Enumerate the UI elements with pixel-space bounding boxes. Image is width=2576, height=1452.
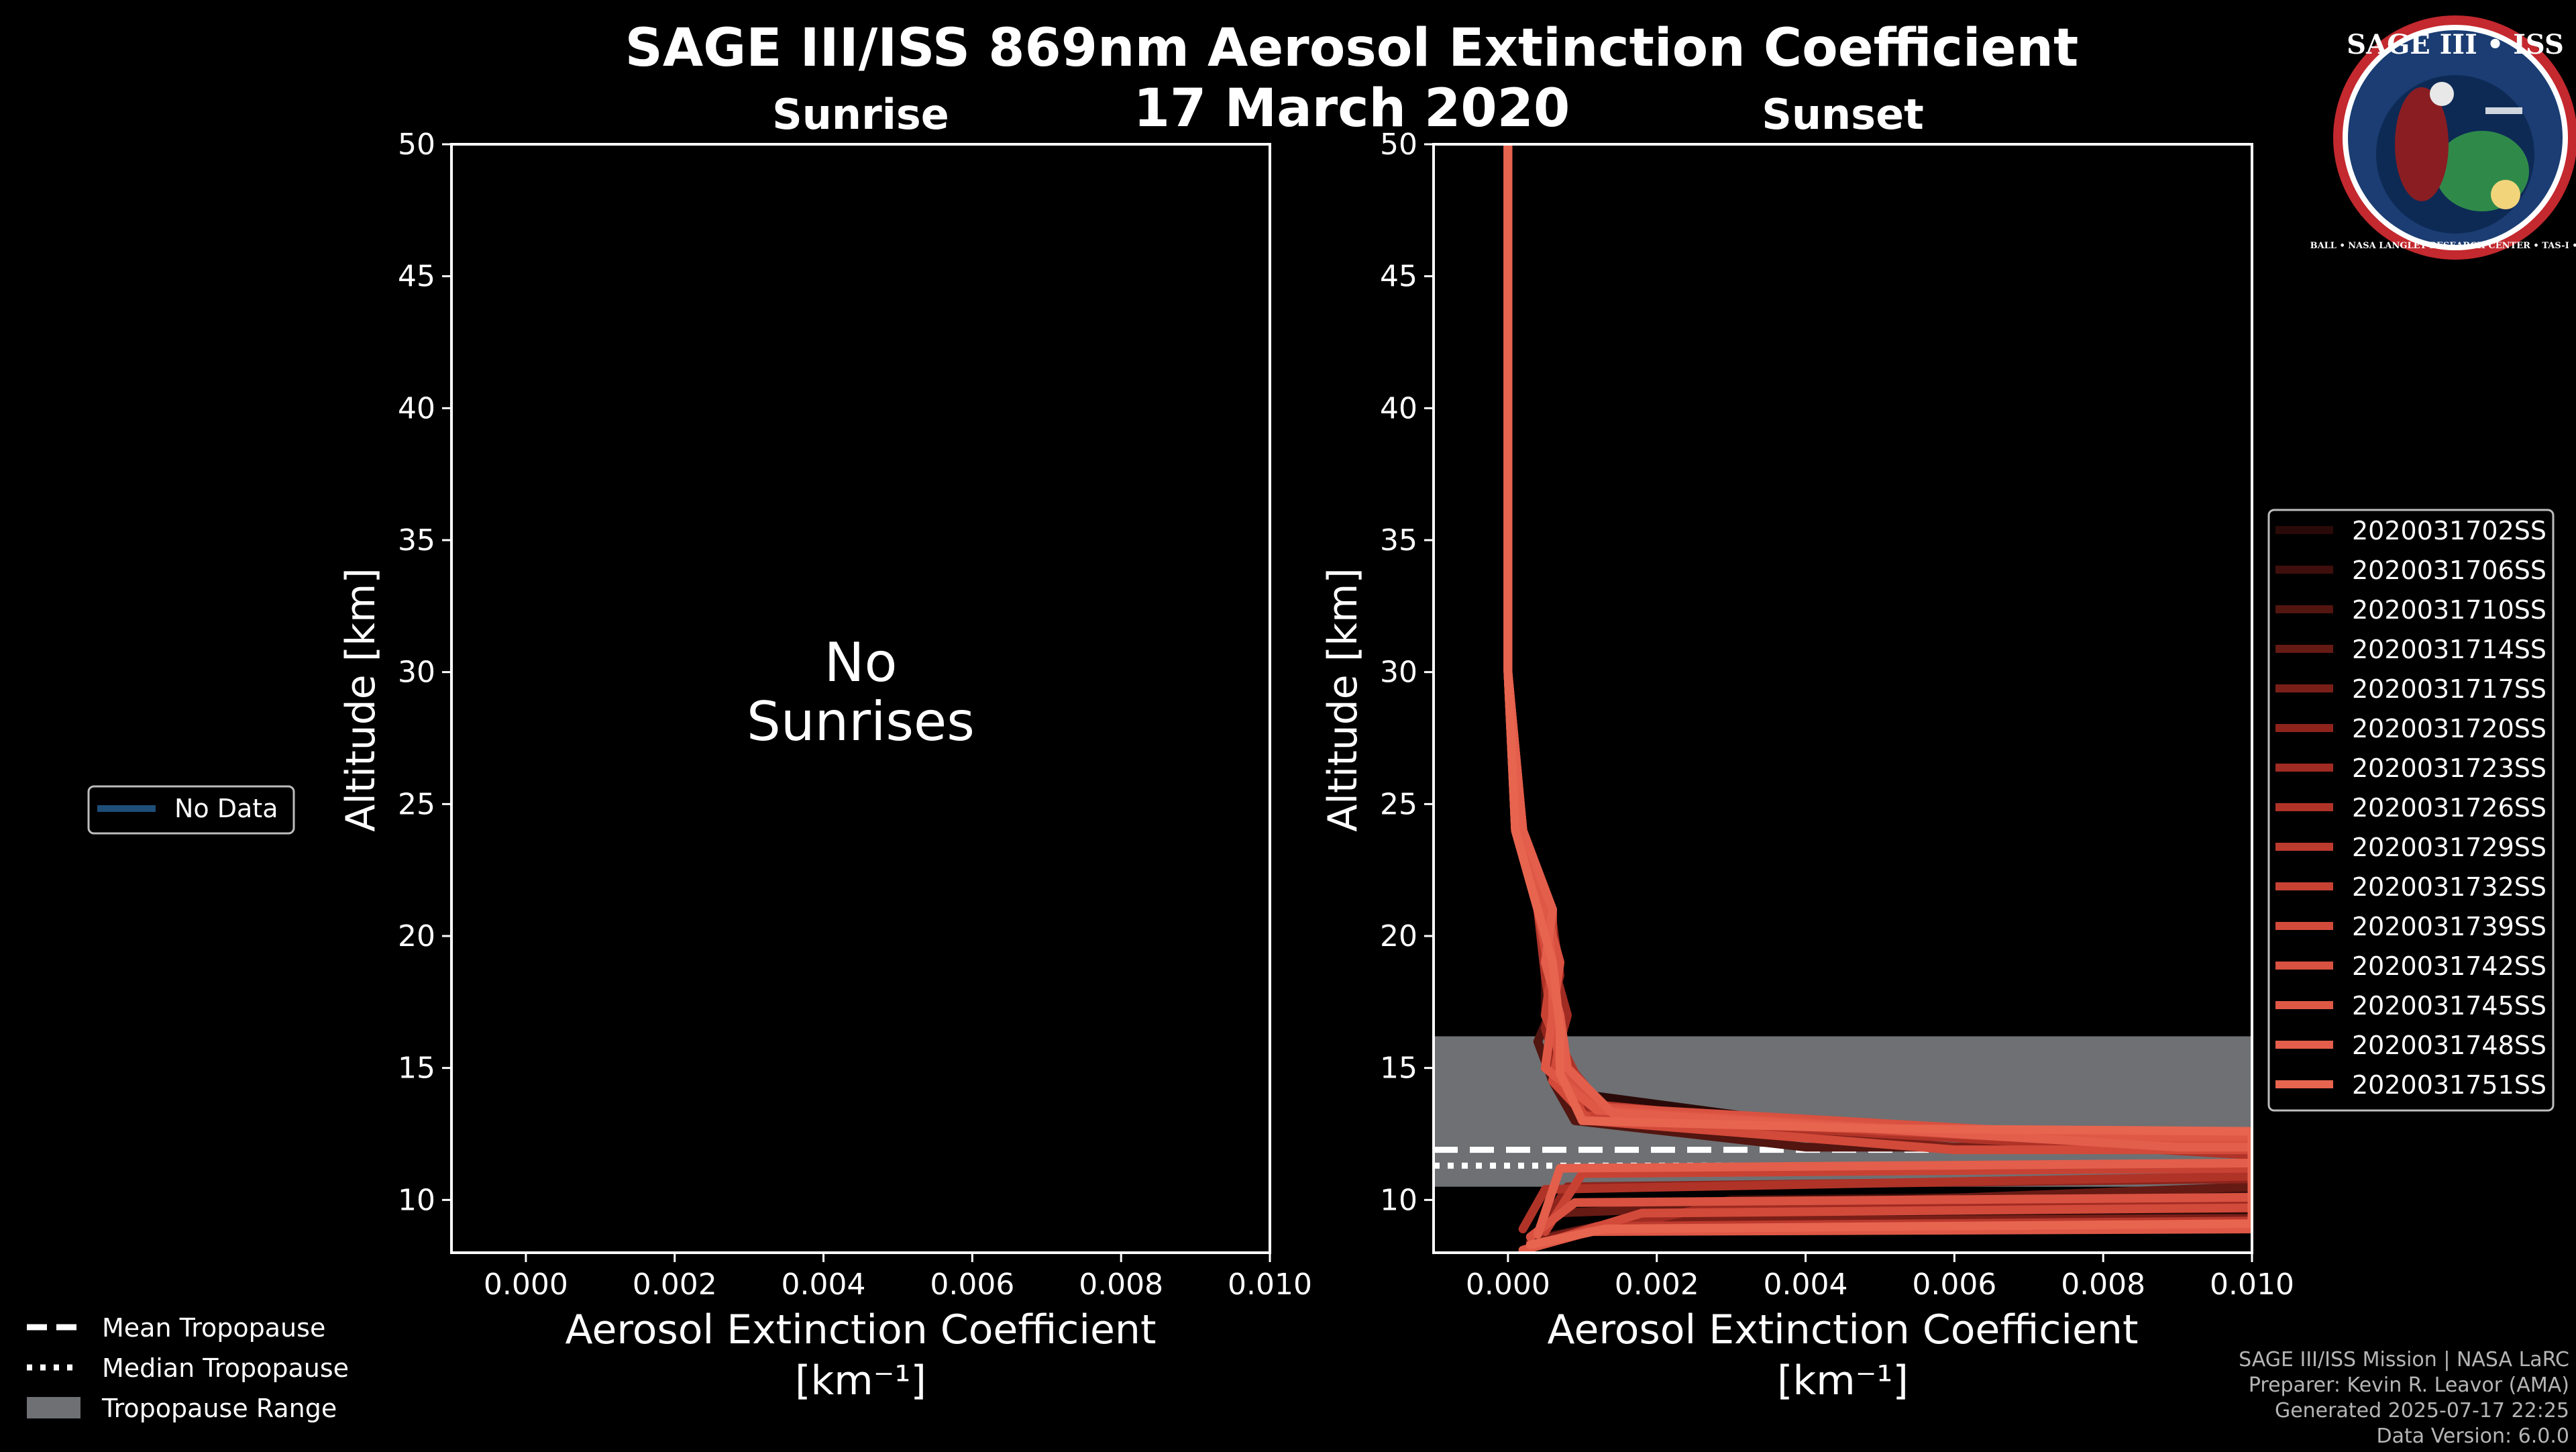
sunset-ytick-label: 30 bbox=[1380, 656, 1417, 690]
logo-ring-text: BALL • NASA LANGLEY RESEARCH CENTER • TA… bbox=[2310, 241, 2576, 251]
sunset-xtick-label: 0.008 bbox=[2061, 1267, 2145, 1302]
legend-label-2020031729SS: 2020031729SS bbox=[2352, 833, 2546, 862]
sunrise-xtick-label: 0.000 bbox=[484, 1267, 568, 1302]
no-data-label: No Data bbox=[174, 794, 278, 823]
profile-line-2020031751SS bbox=[1503, 144, 2252, 1249]
mean-tropopause-label: Mean Tropopause bbox=[102, 1313, 325, 1343]
sunset-profile-lines bbox=[1503, 144, 2252, 1253]
sunset-ytick-label: 10 bbox=[1380, 1183, 1417, 1217]
sunset-xtick-label: 0.000 bbox=[1466, 1267, 1550, 1302]
legend-label-2020031726SS: 2020031726SS bbox=[2352, 793, 2546, 823]
legend-label-2020031723SS: 2020031723SS bbox=[2352, 754, 2546, 783]
sunset-ytick-label: 35 bbox=[1380, 523, 1417, 558]
sunset-ytick-label: 20 bbox=[1380, 919, 1417, 953]
sunrise-ytick-label: 30 bbox=[398, 656, 435, 690]
sunrise-plot-frame bbox=[450, 143, 1271, 1254]
sunset-ytick-label: 45 bbox=[1380, 260, 1417, 294]
credit-generated: Generated 2025-07-17 22:25 bbox=[2275, 1399, 2569, 1422]
sunset-ytick-label: 40 bbox=[1380, 391, 1417, 425]
no-data-legend: No Data bbox=[87, 785, 295, 835]
logo-text: SAGE III • ISS bbox=[2347, 29, 2564, 60]
sunrise-annotation-line2: Sunrises bbox=[747, 690, 975, 753]
legend-label-2020031742SS: 2020031742SS bbox=[2352, 951, 2546, 981]
credit-mission: SAGE III/ISS Mission | NASA LaRC bbox=[2239, 1348, 2569, 1371]
sunset-ylabel: Altitude [km] bbox=[1320, 568, 1366, 832]
sunrise-ytick-label: 40 bbox=[398, 391, 435, 425]
sunrise-ylabel: Altitude [km] bbox=[337, 568, 384, 832]
sunrise-xlabel-unit: [km⁻¹] bbox=[795, 1357, 926, 1404]
sunrise-ytick-label: 20 bbox=[398, 919, 435, 953]
sunrise-ticks: 10 15 20 25 30 35 40 45 50 0.000 0.002 0.004 0.006 0.… bbox=[398, 127, 1312, 1302]
sunset-xlabel-unit: [km⁻¹] bbox=[1777, 1357, 1909, 1404]
sunrise-ytick-label: 15 bbox=[398, 1051, 435, 1086]
sunset-plot-frame bbox=[1432, 143, 2253, 1254]
sunrise-xtick-label: 0.008 bbox=[1079, 1267, 1163, 1302]
series-legend: 2020031702SS 2020031706SS 2020031710SS 2020… bbox=[2267, 509, 2555, 1112]
sunset-ticks: 10 15 20 25 30 35 40 45 50 0.000 0.002 0.004 0.006 0.… bbox=[1380, 127, 2294, 1302]
sage-logo: SAGE III • ISS BALL • NASA LANGLEY RESEA… bbox=[2310, 15, 2576, 260]
credit-version: Data Version: 6.0.0 bbox=[2377, 1424, 2569, 1448]
sunset-xtick-label: 0.010 bbox=[2210, 1267, 2294, 1302]
profile-line-2020031748SS bbox=[1503, 144, 2252, 1239]
sunset-ytick-label: 25 bbox=[1380, 787, 1417, 821]
credits: SAGE III/ISS Mission | NASA LaRC Prepare… bbox=[2239, 1348, 2569, 1448]
legend-label-2020031745SS: 2020031745SS bbox=[2352, 991, 2546, 1021]
sunrise-ytick-label: 50 bbox=[398, 127, 435, 162]
sunset-xtick-label: 0.002 bbox=[1615, 1267, 1699, 1302]
legend-label-2020031739SS: 2020031739SS bbox=[2352, 912, 2546, 941]
legend-label-2020031717SS: 2020031717SS bbox=[2352, 674, 2546, 704]
sunrise-ytick-label: 10 bbox=[398, 1183, 435, 1217]
tropopause-range-label: Tropopause Range bbox=[101, 1394, 337, 1423]
legend-label-2020031706SS: 2020031706SS bbox=[2352, 556, 2546, 585]
sunrise-xtick-label: 0.004 bbox=[782, 1267, 866, 1302]
sunrise-ytick-label: 25 bbox=[398, 787, 435, 821]
sunrise-ytick-label: 35 bbox=[398, 523, 435, 558]
sunrise-xlabel: Aerosol Extinction Coefficient bbox=[566, 1306, 1157, 1353]
tropopause-range-swatch bbox=[27, 1397, 80, 1418]
median-tropopause-label: Median Tropopause bbox=[102, 1353, 349, 1383]
legend-label-2020031710SS: 2020031710SS bbox=[2352, 595, 2546, 625]
sunrise-title: Sunrise bbox=[772, 90, 949, 139]
sunset-xtick-label: 0.004 bbox=[1764, 1267, 1848, 1302]
figure-date: 17 March 2020 bbox=[1134, 79, 1570, 139]
legend-label-2020031702SS: 2020031702SS bbox=[2352, 516, 2546, 546]
legend-label-2020031714SS: 2020031714SS bbox=[2352, 635, 2546, 664]
legend-label-2020031720SS: 2020031720SS bbox=[2352, 714, 2546, 743]
sunrise-xtick-label: 0.006 bbox=[930, 1267, 1014, 1302]
legend-label-2020031748SS: 2020031748SS bbox=[2352, 1031, 2546, 1060]
sunrise-ytick-label: 45 bbox=[398, 260, 435, 294]
sunset-title: Sunset bbox=[1762, 90, 1924, 139]
legend-label-2020031751SS: 2020031751SS bbox=[2352, 1070, 2546, 1100]
sunrise-annotation-line1: No bbox=[824, 631, 898, 694]
sunset-xtick-label: 0.006 bbox=[1912, 1267, 1996, 1302]
sunset-ytick-label: 15 bbox=[1380, 1051, 1417, 1086]
tropopause-legend: Mean Tropopause Median Tropopause Tropop… bbox=[27, 1313, 349, 1423]
legend-label-2020031732SS: 2020031732SS bbox=[2352, 872, 2546, 902]
sunset-xlabel: Aerosol Extinction Coefficient bbox=[1548, 1306, 2139, 1353]
sunset-ytick-label: 50 bbox=[1380, 127, 1417, 162]
credit-preparer: Preparer: Kevin R. Leavor (AMA) bbox=[2249, 1373, 2569, 1397]
sunrise-panel: Sunrise 10 15 20 25 30 35 40 45 50 0.000 0.002 0.00… bbox=[337, 90, 1312, 1404]
figure-title: SAGE III/ISS 869nm Aerosol Extinction Co… bbox=[625, 18, 2079, 79]
sunset-panel: Sunset 10 15 20 25 30 35 40 45 50 0.000 0.002 0.004… bbox=[1320, 90, 2294, 1404]
sunrise-xtick-label: 0.002 bbox=[633, 1267, 717, 1302]
sunrise-xtick-label: 0.010 bbox=[1228, 1267, 1312, 1302]
